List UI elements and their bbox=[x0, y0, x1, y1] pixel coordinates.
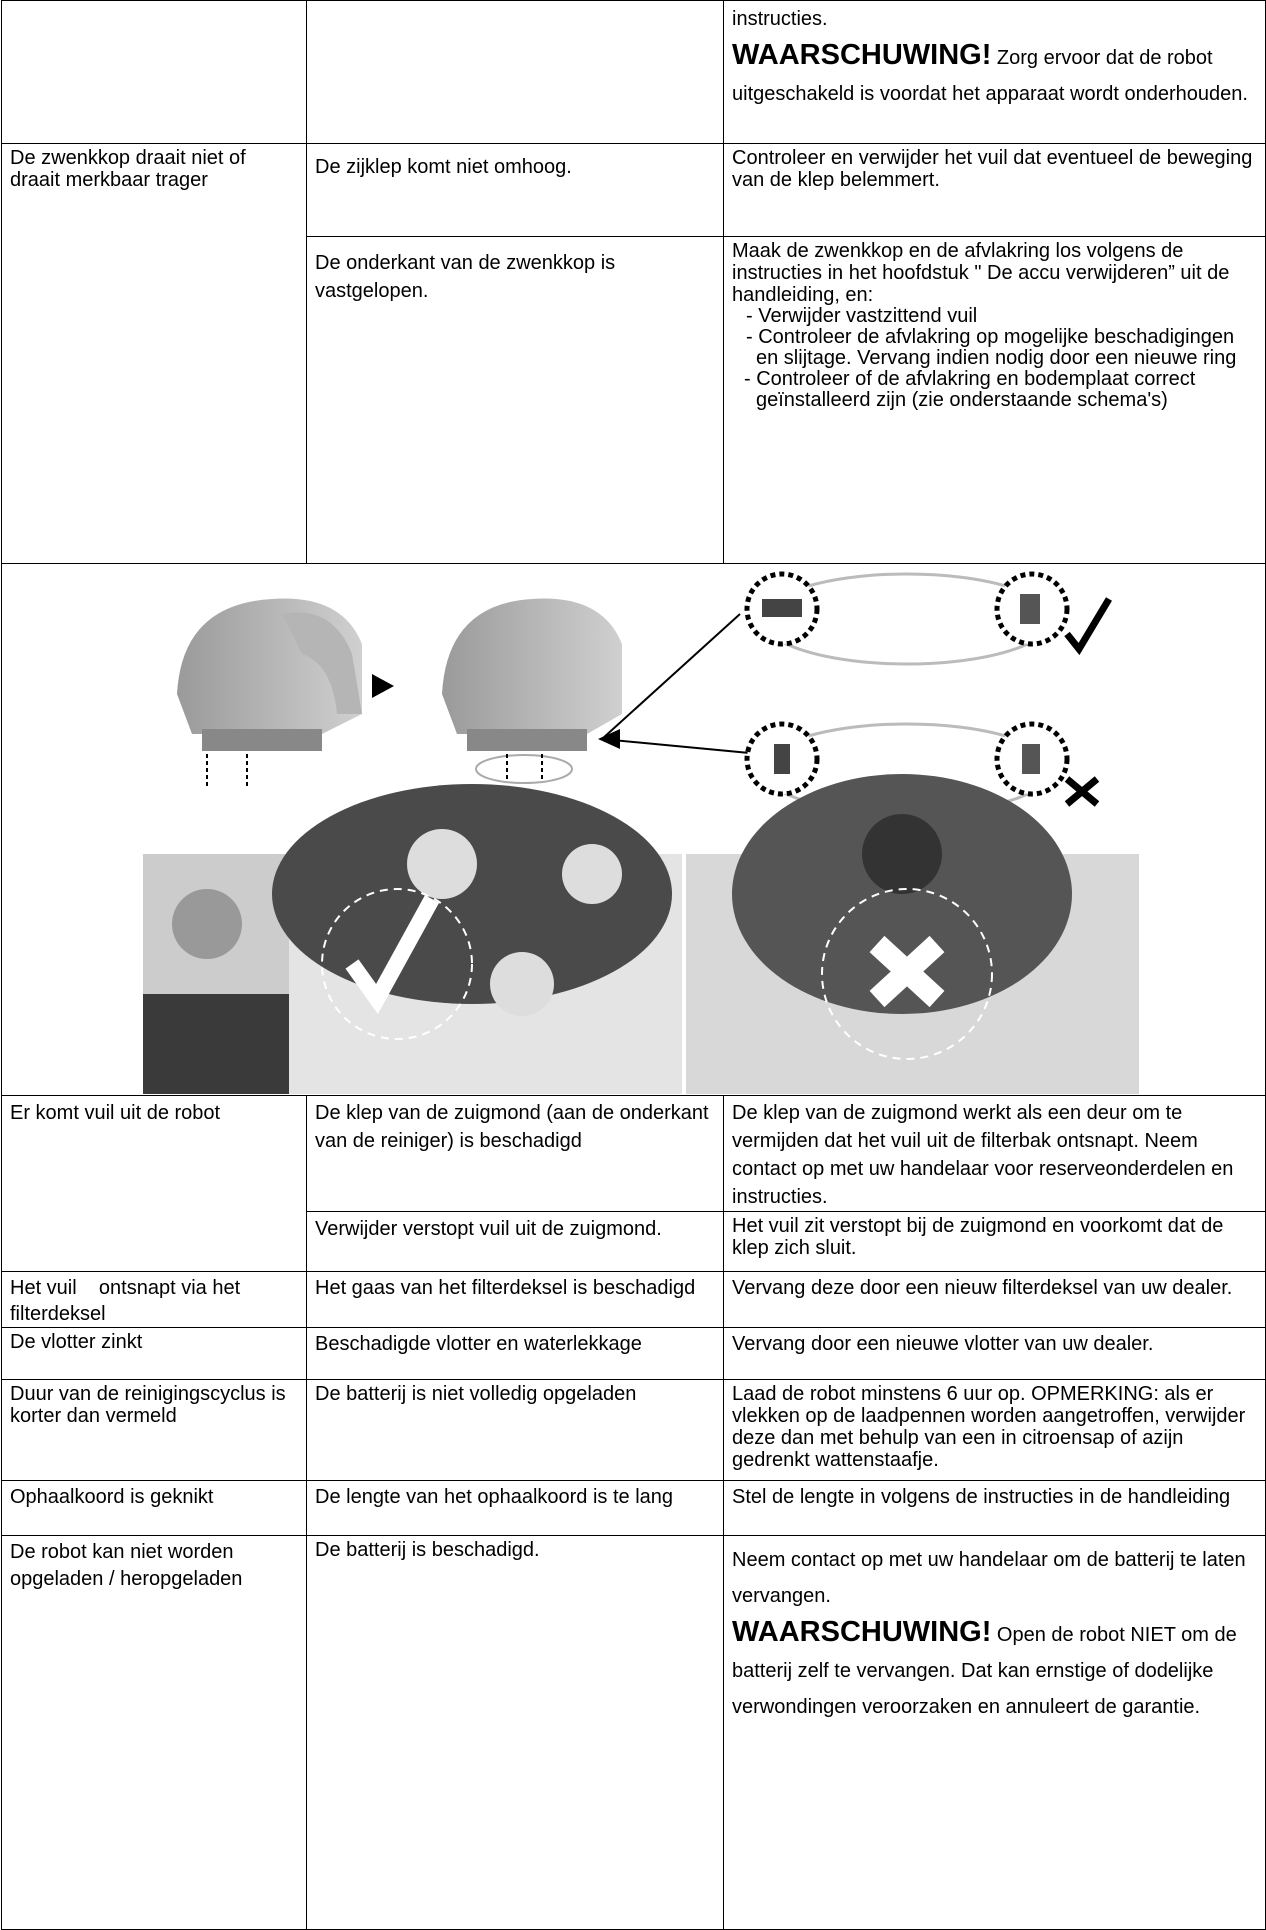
text: instructies. bbox=[732, 8, 828, 30]
problem: Er komt vuil uit de robot bbox=[1, 1095, 307, 1272]
head-2 bbox=[442, 598, 622, 784]
warning-text: Zorg ervoor dat de robot uitgeschakeld i… bbox=[732, 47, 1248, 105]
cause: De onderkant van de zwenkkop is vastgelo… bbox=[306, 236, 724, 564]
solution: Controleer en verwijder het vuil dat eve… bbox=[723, 143, 1266, 237]
row: De robot kan niet worden opgeladen / her… bbox=[1, 1535, 1266, 1930]
solution: De klep van de zuigmond werkt als een de… bbox=[723, 1095, 1266, 1212]
row: instructies. WAARSCHUWING! Zorg ervoor da… bbox=[1, 0, 1266, 144]
solution: Het vuil zit verstopt bij de zuigmond en… bbox=[723, 1211, 1266, 1272]
problem: Duur van de reinigingscyclus is korter d… bbox=[1, 1379, 307, 1481]
solution: Vervang deze door een nieuw filterdeksel… bbox=[723, 1271, 1266, 1328]
cause: De batterij is beschadigd. bbox=[306, 1535, 724, 1930]
row: Duur van de reinigingscyclus is korter d… bbox=[1, 1379, 1266, 1481]
cell bbox=[306, 0, 724, 144]
solution: Neem contact op met uw handelaar om de b… bbox=[723, 1535, 1266, 1930]
arrow bbox=[372, 674, 394, 698]
row: Ophaalkoord is geknikt De lengte van het… bbox=[1, 1480, 1266, 1536]
problem: Ophaalkoord is geknikt bbox=[1, 1480, 307, 1536]
cause: Beschadigde vlotter en waterlekkage bbox=[306, 1327, 724, 1380]
cell: instructies. WAARSCHUWING! Zorg ervoor da… bbox=[723, 0, 1266, 144]
solution: Laad de robot minstens 6 uur op. OPMERKI… bbox=[723, 1379, 1266, 1481]
cause: De lengte van het ophaalkoord is te lang bbox=[306, 1480, 724, 1536]
cause: Het gaas van het filterdeksel is beschad… bbox=[306, 1271, 724, 1328]
bullet: - Controleer de afvlakring op mogelijke … bbox=[746, 326, 1237, 369]
text: Maak de zwenkkop en de afvlakring los vo… bbox=[732, 240, 1230, 306]
row: De vlotter zinkt Beschadigde vlotter en … bbox=[1, 1327, 1266, 1380]
cause: De zijklep komt niet omhoog. bbox=[306, 143, 724, 237]
bullet: - Verwijder vastzittend vuil bbox=[746, 305, 978, 327]
text: Neem contact op met uw handelaar om de b… bbox=[732, 1549, 1246, 1607]
solution: Maak de zwenkkop en de afvlakring los vo… bbox=[723, 236, 1266, 564]
solution: Stel de lengte in volgens de instructies… bbox=[723, 1480, 1266, 1536]
solution: Vervang door een nieuwe vlotter van uw d… bbox=[723, 1327, 1266, 1380]
photos bbox=[143, 774, 1139, 1094]
problem: De robot kan niet worden opgeladen / her… bbox=[1, 1535, 307, 1930]
illustrations bbox=[143, 571, 1139, 1094]
problem: De zwenkkop draait niet of draait merkba… bbox=[1, 143, 307, 564]
ring-correct bbox=[744, 571, 1113, 666]
pointer bbox=[601, 613, 761, 755]
cause: Verwijder verstopt vuil uit de zuigmond. bbox=[306, 1211, 724, 1272]
bullet: - Controleer of de afvlakring en bodempl… bbox=[744, 368, 1196, 411]
row: Verwijder verstopt vuil uit de zuigmond.… bbox=[2, 1211, 1266, 1272]
row: Het vuil ontsnapt via het filterdeksel H… bbox=[1, 1271, 1266, 1328]
illustration-cell bbox=[1, 563, 1266, 1096]
row: De zwenkkop draait niet of draait merkba… bbox=[1, 143, 1266, 564]
problem: De vlotter zinkt bbox=[1, 1327, 307, 1380]
warning-label: WAARSCHUWING! bbox=[732, 39, 992, 71]
row: De onderkant van de zwenkkop is vastgelo… bbox=[2, 236, 1266, 564]
head-1 bbox=[177, 598, 362, 789]
warning-text: Open de robot NIET om de batterij zelf t… bbox=[732, 1624, 1237, 1718]
row: Er komt vuil uit de robot De klep van de… bbox=[1, 1095, 1266, 1272]
cause: De batterij is niet volledig opgeladen bbox=[306, 1379, 724, 1481]
cause: De klep van de zuigmond (aan de onderkan… bbox=[306, 1095, 724, 1212]
cell bbox=[1, 0, 307, 144]
ring-wrong bbox=[744, 721, 1100, 816]
problem: Het vuil ontsnapt via het filterdeksel bbox=[1, 1271, 307, 1328]
row bbox=[1, 563, 1266, 1096]
warning-label: WAARSCHUWING! bbox=[732, 1616, 992, 1648]
